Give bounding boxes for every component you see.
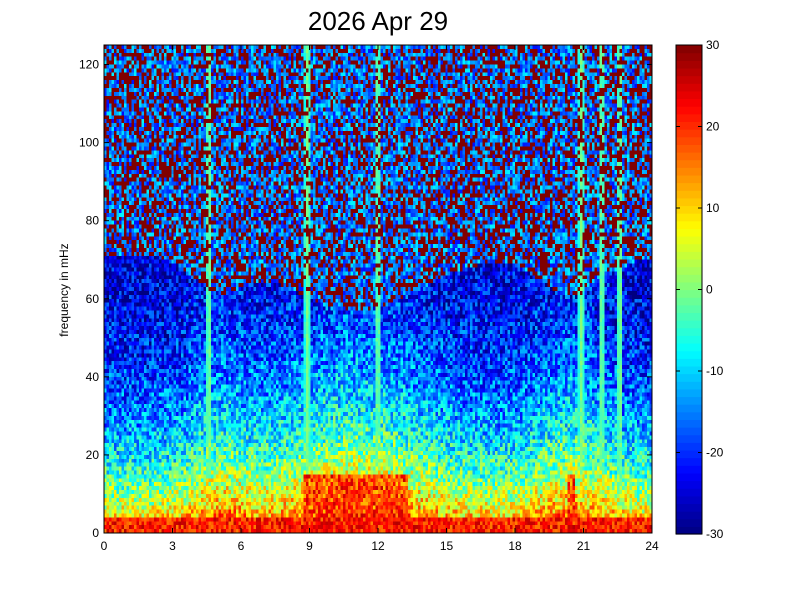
colorbar-segment [676, 144, 702, 153]
colorbar-segment [676, 365, 702, 375]
x-tick-label: 21 [577, 539, 591, 553]
colorbar-segment [676, 327, 702, 336]
colorbar-segment [676, 274, 702, 283]
colorbar-tick-label: -20 [706, 446, 724, 460]
colorbar-segment [676, 106, 702, 115]
colorbar-segment [676, 190, 702, 199]
colorbar-segment [676, 113, 702, 123]
colorbar-segment [676, 297, 702, 306]
colorbar-tick-label: 0 [706, 283, 713, 297]
colorbar-segment [676, 266, 702, 275]
x-tick-label: 18 [508, 539, 522, 553]
colorbar-segment [676, 45, 702, 54]
colorbar-segment [676, 381, 702, 390]
colorbar-segment [676, 518, 702, 527]
y-tick-label: 100 [79, 136, 99, 150]
colorbar-segment [676, 320, 702, 329]
colorbar-segment [676, 427, 702, 436]
heatmap-image [104, 45, 652, 533]
y-tick-label: 80 [86, 214, 100, 228]
colorbar-segment [676, 511, 702, 520]
colorbar-tick-label: -10 [706, 364, 724, 378]
colorbar-tick-label: 10 [706, 201, 720, 215]
colorbar-segment [676, 243, 702, 252]
colorbar-segment [676, 465, 702, 474]
colorbar-segment [676, 205, 702, 214]
colorbar-segment [676, 480, 702, 489]
colorbar-segment [676, 213, 702, 222]
colorbar-segment [676, 411, 702, 420]
colorbar-segment [676, 281, 702, 291]
colorbar-segment [676, 419, 702, 428]
x-tick-label: 0 [101, 539, 108, 553]
colorbar-segment [676, 67, 702, 77]
colorbar-segment [676, 472, 702, 482]
colorbar-segment [676, 52, 702, 61]
colorbar-segment [676, 83, 702, 92]
colorbar-segment [676, 136, 702, 145]
colorbar-segment [676, 358, 702, 367]
y-tick-label: 40 [86, 370, 100, 384]
y-tick-label: 120 [79, 58, 99, 72]
colorbar-segment [676, 442, 702, 451]
colorbar-segment [676, 251, 702, 260]
colorbar-segment [676, 373, 702, 382]
y-tick-label: 20 [86, 448, 100, 462]
colorbar-segment [676, 159, 702, 168]
x-tick-label: 9 [306, 539, 313, 553]
colorbar-segment [676, 526, 702, 535]
heatmap [104, 45, 652, 533]
colorbar-segment [676, 182, 702, 191]
colorbar-segment [676, 335, 702, 344]
colorbar-segment [676, 129, 702, 138]
colorbar-segment [676, 457, 702, 466]
colorbar-segment [676, 404, 702, 413]
colorbar-segment [676, 449, 702, 459]
colorbar-segment [676, 75, 702, 84]
colorbar-segment [676, 503, 702, 512]
colorbar-segment [676, 98, 702, 107]
colorbar-segment [676, 388, 702, 398]
colorbar: -30 -20 -10 0 10 20 30 [675, 38, 724, 541]
colorbar-tick-label: 30 [706, 38, 720, 52]
y-axis: 0 20 40 60 80 100 120 [79, 58, 652, 540]
colorbar-segment [676, 167, 702, 176]
colorbar-segment [676, 60, 702, 69]
x-tick-label: 24 [645, 539, 659, 553]
x-tick-label: 6 [238, 539, 245, 553]
colorbar-segment [676, 342, 702, 352]
colorbar-segment [676, 434, 702, 443]
colorbar-segment [676, 151, 702, 161]
y-axis-label: frequency in mHz [57, 243, 71, 337]
y-tick-label: 0 [92, 526, 99, 540]
colorbar-segment [676, 174, 702, 184]
chart-title: 2026 Apr 29 [307, 6, 449, 36]
colorbar-segment [676, 304, 702, 314]
y-tick-label: 60 [86, 292, 100, 306]
colorbar-segment [676, 350, 702, 359]
colorbar-segment [676, 90, 702, 100]
x-tick-label: 3 [169, 539, 176, 553]
colorbar-segment [676, 488, 702, 497]
x-tick-label: 12 [371, 539, 385, 553]
colorbar-segment [676, 121, 702, 130]
colorbar-tick-label: 20 [706, 120, 720, 134]
colorbar-segment [676, 312, 702, 321]
colorbar-segment [676, 495, 702, 505]
colorbar-segment [676, 220, 702, 229]
colorbar-segment [676, 236, 702, 245]
x-axis: 0 3 6 9 12 15 18 21 24 [101, 45, 659, 553]
colorbar-tick-label: -30 [706, 527, 724, 541]
x-tick-label: 15 [440, 539, 454, 553]
colorbar-segment [676, 228, 702, 237]
colorbar-segment [676, 258, 702, 268]
colorbar-segment [676, 289, 702, 298]
colorbar-segment [676, 396, 702, 405]
colorbar-segment [676, 197, 702, 207]
